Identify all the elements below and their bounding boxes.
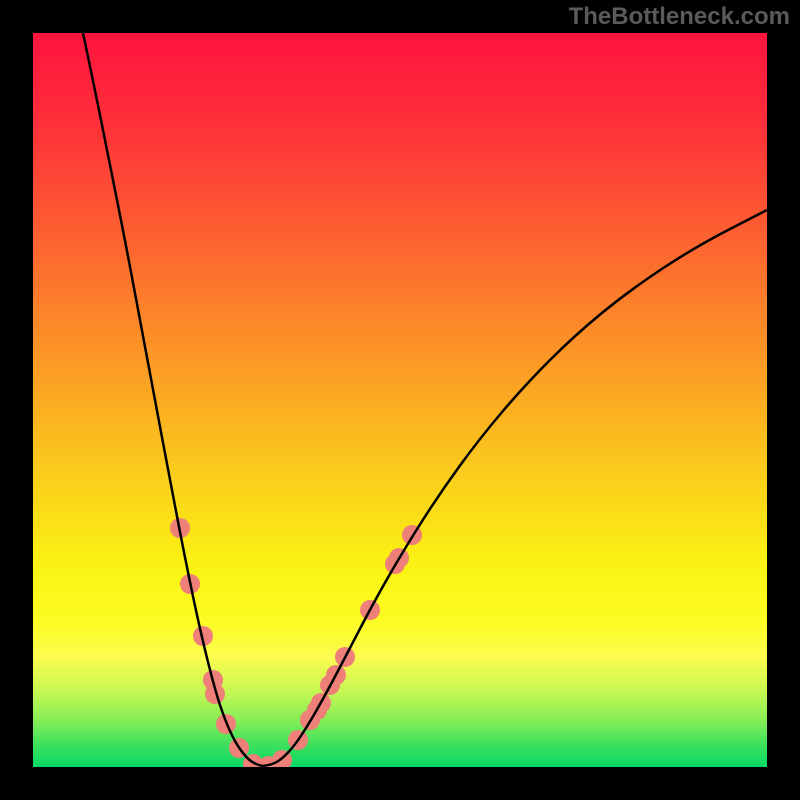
chart-plot-background <box>33 33 767 767</box>
bottleneck-chart: TheBottleneck.com <box>0 0 800 800</box>
attribution-text: TheBottleneck.com <box>569 3 790 30</box>
chart-container: TheBottleneck.com <box>0 0 800 800</box>
